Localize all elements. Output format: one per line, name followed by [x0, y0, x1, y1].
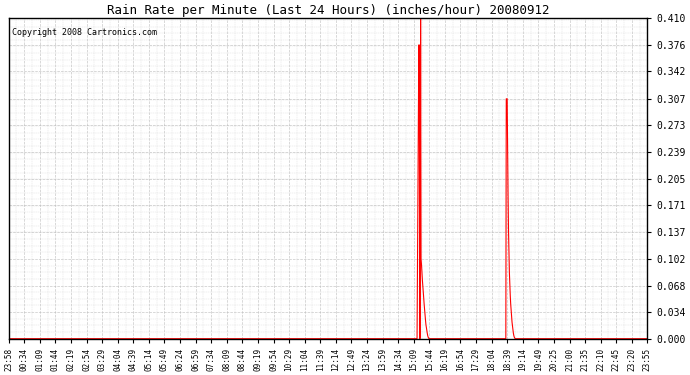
Title: Rain Rate per Minute (Last 24 Hours) (inches/hour) 20080912: Rain Rate per Minute (Last 24 Hours) (in…: [107, 4, 549, 17]
Text: Copyright 2008 Cartronics.com: Copyright 2008 Cartronics.com: [12, 28, 157, 37]
